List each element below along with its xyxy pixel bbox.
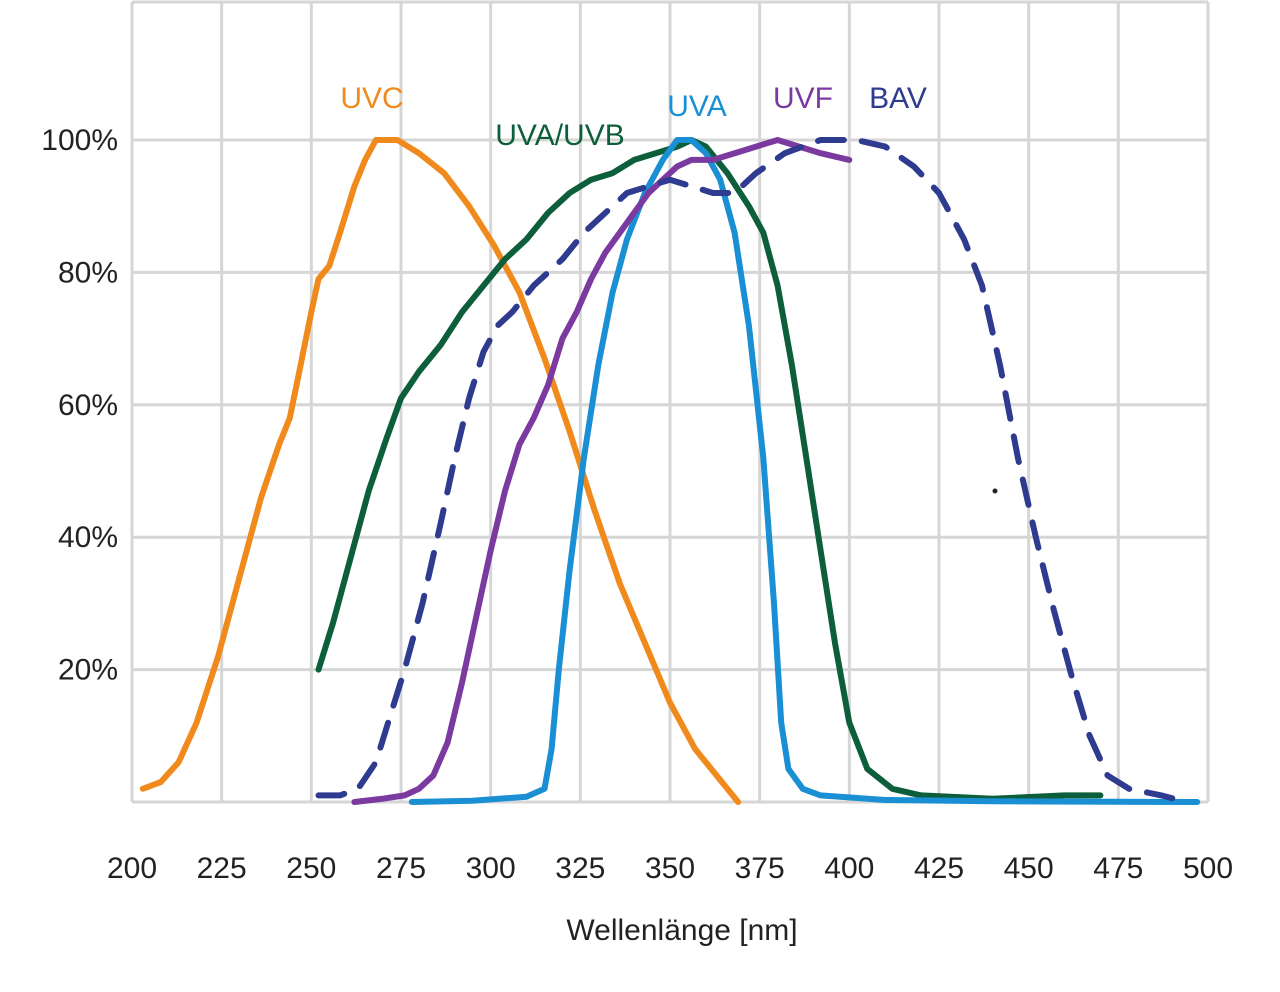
- x-tick-325: 325: [555, 852, 605, 885]
- x-tick-300: 300: [466, 852, 516, 885]
- stray-dot: [992, 488, 998, 494]
- series-label-uva-uvb: UVA/UVB: [495, 119, 624, 152]
- x-tick-425: 425: [914, 852, 964, 885]
- x-tick-225: 225: [197, 852, 247, 885]
- series-label-uvf: UVF: [773, 82, 833, 115]
- x-tick-250: 250: [286, 852, 336, 885]
- x-axis-title: Wellenlänge [nm]: [566, 914, 797, 947]
- x-tick-350: 350: [645, 852, 695, 885]
- x-tick-500: 500: [1183, 852, 1233, 885]
- y-tick-80: 80%: [58, 256, 118, 289]
- y-tick-20: 20%: [58, 654, 118, 687]
- series-label-uvc: UVC: [340, 82, 403, 115]
- series-line-uvf: [351, 137, 853, 805]
- y-tick-60: 60%: [58, 389, 118, 422]
- series-label-uva: UVA: [667, 90, 726, 123]
- series-label-bav: BAV: [869, 82, 927, 115]
- y-tick-40: 40%: [58, 521, 118, 554]
- y-tick-labels: 20% 40% 60% 80% 100%: [41, 124, 118, 687]
- series-line-uva: [408, 137, 1201, 805]
- series-line-bav: [315, 137, 1190, 805]
- series-line-uvc: [139, 137, 742, 805]
- x-tick-400: 400: [824, 852, 874, 885]
- x-tick-200: 200: [107, 852, 157, 885]
- x-tick-275: 275: [376, 852, 426, 885]
- x-tick-450: 450: [1004, 852, 1054, 885]
- x-tick-475: 475: [1093, 852, 1143, 885]
- series-line-uva-uvb: [315, 137, 1104, 802]
- x-tick-375: 375: [735, 852, 785, 885]
- series-labels: UVC UVA/UVB UVA UVF BAV: [340, 82, 927, 152]
- x-tick-labels: 200 225 250 275 300 325 350 375 400 425 450 475 500: [107, 852, 1233, 885]
- series-lines: [139, 137, 1201, 805]
- y-tick-100: 100%: [41, 124, 118, 157]
